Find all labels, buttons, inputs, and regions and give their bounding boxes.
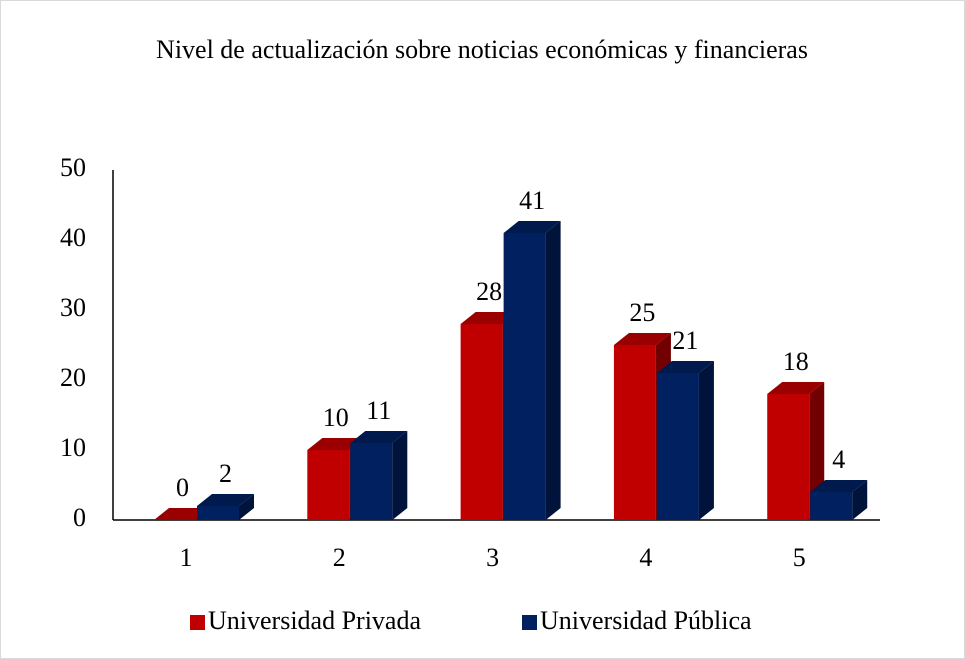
bar: [656, 361, 714, 520]
data-label: 28: [476, 277, 502, 306]
bar-top: [197, 494, 254, 506]
x-tick-label: 1: [180, 543, 193, 572]
data-label: 10: [323, 403, 349, 432]
legend-swatch: [522, 615, 537, 630]
y-tick-label: 10: [60, 433, 86, 462]
y-tick-label: 0: [73, 503, 86, 532]
data-label: 21: [672, 326, 698, 355]
bar-front: [613, 345, 656, 520]
data-label: 25: [629, 298, 655, 327]
legend-label: Universidad Pública: [540, 606, 752, 635]
data-label: 2: [219, 459, 232, 488]
bar-top: [503, 221, 561, 233]
data-label: 11: [366, 396, 391, 425]
legend-swatch: [190, 615, 205, 630]
y-tick-label: 20: [60, 363, 86, 392]
y-tick-label: 30: [60, 293, 86, 322]
bar-front: [350, 443, 393, 520]
bar-side: [698, 361, 714, 520]
bar-front: [460, 324, 503, 520]
data-label: 0: [176, 473, 189, 502]
bar-side: [392, 431, 408, 520]
chart-title: Nivel de actualización sobre noticias ec…: [156, 35, 808, 64]
x-tick-label: 3: [486, 543, 499, 572]
bar: [350, 431, 408, 520]
bar-top: [810, 480, 868, 492]
bar-front: [810, 492, 853, 520]
x-tick-label: 4: [639, 543, 652, 572]
bar-top: [154, 508, 211, 520]
bar-top: [307, 438, 365, 450]
bar-front: [197, 506, 239, 520]
bar-front: [656, 373, 699, 520]
data-label: 4: [832, 445, 845, 474]
y-tick-label: 50: [60, 153, 86, 182]
bar-front: [503, 233, 546, 520]
y-tick-label: 40: [60, 223, 86, 252]
bar-front: [307, 450, 350, 520]
legend-label: Universidad Privada: [208, 606, 421, 635]
bar: [154, 508, 211, 520]
bar-top: [350, 431, 408, 443]
bar-side: [545, 221, 561, 520]
bar: [810, 480, 868, 520]
bar-side: [239, 494, 254, 520]
data-label: 41: [519, 186, 545, 215]
bar: [197, 494, 254, 520]
bar: [503, 221, 561, 520]
x-tick-label: 5: [793, 543, 806, 572]
bar-top: [767, 382, 825, 394]
bar-top: [656, 361, 714, 373]
bar-front: [767, 394, 810, 520]
bar-top: [460, 312, 518, 324]
bar-top: [613, 333, 671, 345]
x-tick-label: 2: [333, 543, 346, 572]
data-label: 18: [783, 347, 809, 376]
bar-side: [852, 480, 868, 520]
